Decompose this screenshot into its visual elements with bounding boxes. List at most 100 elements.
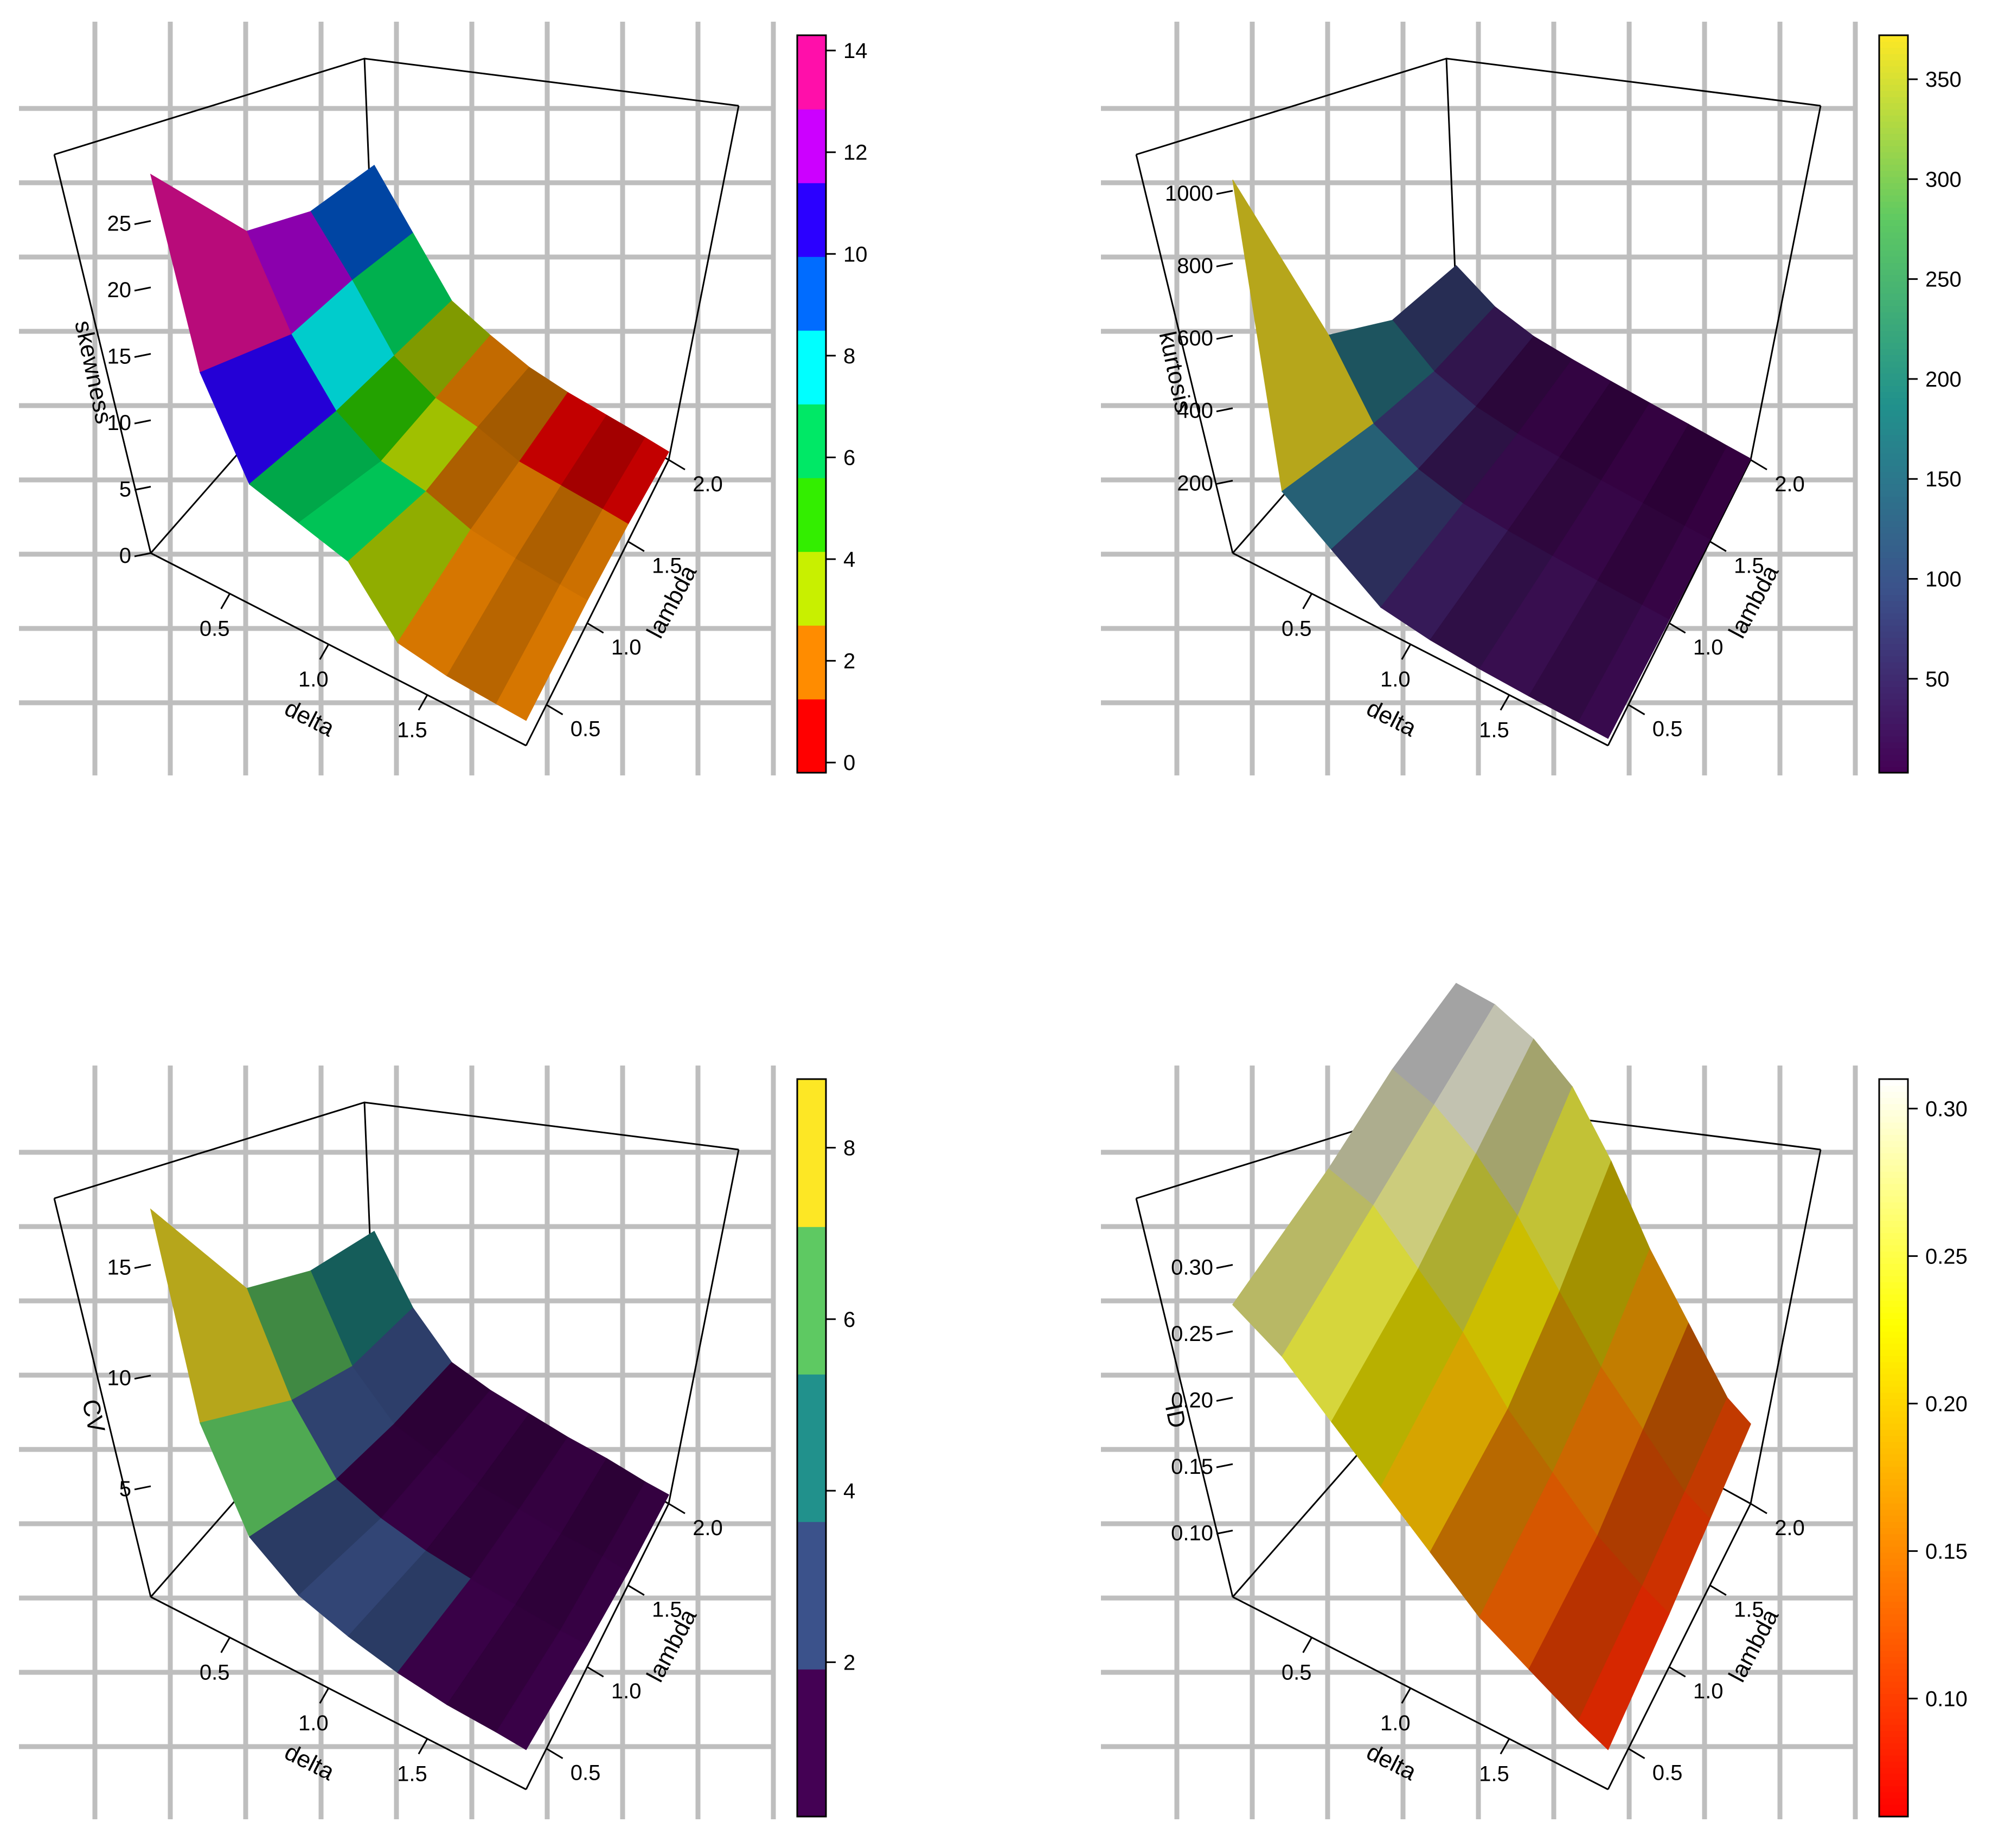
x-tick-label: 1.5	[397, 1762, 427, 1786]
y-tick-label: 1.0	[1693, 636, 1724, 659]
colorbar-swatch	[1879, 318, 1908, 325]
colorbar-swatch	[1879, 115, 1908, 122]
colorbar-tick-label: 0	[843, 751, 855, 775]
z-tick	[134, 1375, 151, 1380]
colorbar-swatch	[1879, 386, 1908, 393]
colorbar-swatch	[1879, 1140, 1908, 1147]
colorbar-swatch	[1879, 521, 1908, 528]
colorbar-swatch	[1879, 1522, 1908, 1529]
colorbar-swatch	[1879, 766, 1908, 773]
colorbar-swatch	[1879, 1282, 1908, 1289]
colorbar-tick-label: 300	[1925, 168, 1962, 191]
colorbar-swatch	[1879, 1275, 1908, 1282]
colorbar-swatch	[797, 256, 826, 331]
y-tick	[586, 622, 604, 634]
colorbar-swatch	[1879, 668, 1908, 675]
colorbar-swatch	[1879, 1583, 1908, 1590]
x-tick	[220, 1637, 230, 1653]
colorbar-swatch	[1879, 207, 1908, 214]
x-tick-label: 1.0	[298, 1711, 329, 1735]
colorbar-swatch	[1879, 551, 1908, 559]
z-tick-label: 5	[119, 1477, 131, 1501]
y-tick	[1628, 704, 1645, 716]
colorbar-swatch	[1879, 1109, 1908, 1116]
colorbar-swatch	[1879, 637, 1908, 644]
colorbar-swatch	[1879, 1472, 1908, 1479]
colorbar-swatch	[1879, 1208, 1908, 1215]
colorbar-swatch	[1879, 373, 1908, 380]
box-front-left-edge	[1232, 552, 1609, 747]
colorbar-swatch	[1879, 594, 1908, 601]
x-tick-label: 0.5	[1282, 617, 1312, 641]
colorbar-swatch	[1879, 1767, 1908, 1774]
z-tick	[134, 286, 151, 292]
colorbar-swatch	[1879, 1128, 1908, 1135]
colorbar-swatch	[797, 183, 826, 257]
colorbar-swatch	[1879, 1699, 1908, 1706]
colorbar-swatch	[1879, 238, 1908, 245]
colorbar-swatch	[1879, 600, 1908, 607]
box-front-right-edge	[1607, 459, 1752, 746]
colorbar-tick-label: 8	[843, 1137, 855, 1160]
colorbar-swatch	[1879, 1663, 1908, 1670]
box-front-right-edge	[525, 459, 670, 746]
colorbar-swatch	[1879, 441, 1908, 448]
x-tick	[220, 593, 230, 609]
colorbar-swatch	[1879, 121, 1908, 128]
z-tick	[1216, 1330, 1233, 1336]
colorbar-swatch	[1879, 201, 1908, 208]
x-tick-label: 1.5	[1479, 1762, 1509, 1786]
surface-facet	[496, 584, 588, 721]
colorbar-swatch	[1879, 1091, 1908, 1098]
y-tick-label: 2.0	[1775, 1516, 1805, 1540]
y-tick	[1668, 622, 1686, 634]
colorbar-swatch	[1879, 478, 1908, 485]
colorbar-swatch	[1879, 1362, 1908, 1369]
colorbar-swatch	[1879, 1220, 1908, 1227]
colorbar-swatch	[1879, 1116, 1908, 1123]
colorbar-swatch	[1879, 1153, 1908, 1160]
colorbar-swatch	[1879, 1454, 1908, 1461]
colorbar-swatch	[1879, 54, 1908, 61]
box-back-vertical-edge	[1445, 58, 1457, 299]
colorbar-swatch	[1879, 607, 1908, 614]
colorbar-swatch	[1879, 342, 1908, 349]
colorbar-swatch	[1879, 1251, 1908, 1258]
colorbar-swatch	[1879, 355, 1908, 362]
colorbar-swatch	[1879, 1577, 1908, 1584]
colorbar-swatch	[797, 1522, 826, 1670]
y-tick	[668, 459, 686, 471]
colorbar-tick-label: 100	[1925, 567, 1962, 591]
colorbar-swatch	[1879, 397, 1908, 405]
colorbar-swatch	[1879, 656, 1908, 663]
colorbar-swatch	[1879, 760, 1908, 767]
colorbar-swatch	[1879, 631, 1908, 638]
colorbar-swatch	[1879, 1638, 1908, 1645]
x-tick	[1302, 1637, 1312, 1653]
box-left-vertical-edge	[53, 1198, 152, 1597]
colorbar-swatch	[1879, 1098, 1908, 1105]
colorbar-swatch	[1879, 1497, 1908, 1504]
x-tick	[1500, 1738, 1510, 1755]
y-tick	[1750, 1503, 1767, 1515]
colorbar-swatch	[1879, 164, 1908, 171]
colorbar-swatch	[1879, 1398, 1908, 1406]
colorbar-swatch	[1879, 102, 1908, 110]
colorbar-swatch	[1879, 1614, 1908, 1621]
colorbar-swatch	[1879, 434, 1908, 441]
surface	[150, 1208, 670, 1750]
colorbar-swatch	[1879, 1503, 1908, 1510]
colorbar-swatch	[1879, 158, 1908, 165]
colorbar-swatch	[1879, 428, 1908, 435]
y-tick	[586, 1666, 604, 1678]
colorbar-swatch	[1879, 1552, 1908, 1559]
y-tick-label: 2.0	[693, 472, 723, 496]
colorbar-swatch	[1879, 662, 1908, 669]
colorbar-swatch	[1879, 748, 1908, 755]
surface	[150, 164, 670, 721]
colorbar: 0 2 4 6 8 10 12 14	[796, 34, 868, 775]
colorbar-swatch	[1879, 1423, 1908, 1430]
colorbar-swatch	[1879, 1239, 1908, 1246]
colorbar: 50 100 150 200 250 300 350	[1878, 34, 1962, 774]
